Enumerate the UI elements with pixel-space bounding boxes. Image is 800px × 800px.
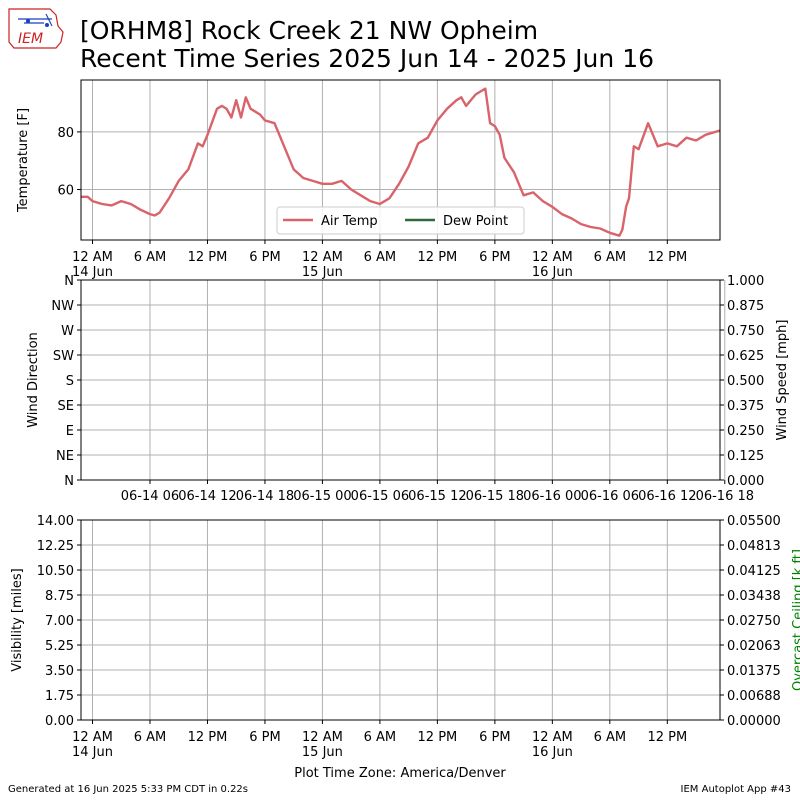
temp-axes-frame: [80, 79, 721, 241]
vis-y2-tick-label: 0.00688: [727, 689, 781, 704]
wind-x-tick-label: 06-15 18: [466, 489, 524, 504]
wind-y-tick-label: NW: [51, 299, 74, 314]
vis-y-tick-label: 10.50: [37, 564, 74, 579]
temp-x-tick-label: 12 AM: [532, 250, 573, 265]
wind-x-tick-label: 06-15 00: [293, 489, 351, 504]
vis-date-label: 16 Jun: [532, 745, 573, 760]
wind-y-tick-label: NE: [56, 449, 74, 464]
wind-x-tick-label: 06-16 18: [696, 489, 754, 504]
temp-x-tick-label: 12 AM: [302, 250, 343, 265]
wind-y2-tick-label: 0.125: [727, 449, 764, 464]
vis-y2-tick-label: 0.04125: [727, 564, 781, 579]
series-line-air-temp: [81, 87, 721, 237]
temp-x-tick-label: 12 PM: [188, 250, 228, 265]
vis-x-tick-label: 6 AM: [594, 730, 627, 745]
vis-y2-axis-label: Overcast Ceiling [k ft]: [791, 549, 800, 691]
vis-y-tick-label: 1.75: [45, 689, 74, 704]
chart-title-line1: [ORHM8] Rock Creek 21 NW Opheim: [80, 16, 539, 45]
wind-x-tick-label: 06-14 18: [236, 489, 294, 504]
logo-text: IEM: [18, 31, 43, 47]
vis-x-tick-label: 6 PM: [479, 730, 510, 745]
wind-y-tick-label: W: [61, 324, 74, 339]
temp-x-tick-label: 6 AM: [364, 250, 397, 265]
wind-y-tick-label: E: [66, 424, 74, 439]
wind-y-tick-label: N: [64, 474, 74, 489]
wind-y2-tick-label: 0.500: [727, 374, 764, 389]
wind-y2-tick-label: 0.750: [727, 324, 764, 339]
wind-x-tick-label: 06-14 06: [121, 489, 179, 504]
vis-y2-tick-label: 0.02750: [727, 614, 781, 629]
temp-date-label: 16 Jun: [532, 265, 573, 280]
vis-x-tick-label: 12 PM: [647, 730, 687, 745]
vis-y-tick-label: 7.00: [45, 614, 74, 629]
vis-y-tick-label: 0.00: [45, 714, 74, 729]
temp-x-tick-label: 6 AM: [594, 250, 627, 265]
vis-y-tick-label: 14.00: [37, 514, 74, 529]
temp-x-tick-label: 12 PM: [418, 250, 458, 265]
iem-logo: IEM: [8, 8, 64, 49]
x-axis-label: Plot Time Zone: America/Denver: [294, 766, 506, 781]
vis-x-tick-label: 12 AM: [72, 730, 113, 745]
wind-y2-tick-label: 0.875: [727, 299, 764, 314]
vis-x-tick-label: 12 PM: [188, 730, 228, 745]
wind-x-tick-label: 06-16 00: [523, 489, 581, 504]
legend-label: Dew Point: [443, 214, 508, 229]
temp-x-tick-label: 6 AM: [134, 250, 167, 265]
temp-y-tick-label: 80: [57, 126, 74, 141]
temp-y-axis-label: Temperature [F]: [16, 108, 31, 213]
vis-y2-tick-label: 0.05500: [727, 514, 781, 529]
vis-y-tick-label: 3.50: [45, 664, 74, 679]
temp-x-tick-label: 12 AM: [72, 250, 113, 265]
vis-x-tick-label: 6 AM: [364, 730, 397, 745]
vis-y-axis-label: Visibility [miles]: [10, 568, 25, 671]
temp-x-tick-label: 6 PM: [249, 250, 280, 265]
wind-y-tick-label: S: [66, 374, 74, 389]
wind-x-tick-label: 06-15 06: [351, 489, 409, 504]
vis-y-tick-label: 5.25: [45, 639, 74, 654]
temp-y-tick-label: 60: [57, 184, 74, 199]
wind-x-tick-label: 06-16 06: [581, 489, 639, 504]
temp-x-tick-label: 6 PM: [479, 250, 510, 265]
wind-x-tick-label: 06-14 12: [178, 489, 236, 504]
vis-y2-tick-label: 0.02063: [727, 639, 781, 654]
vis-y2-tick-label: 0.04813: [727, 539, 781, 554]
legend-label: Air Temp: [321, 214, 378, 229]
wind-y-tick-label: SW: [53, 349, 74, 364]
vis-x-tick-label: 12 AM: [302, 730, 343, 745]
wind-y2-tick-label: 1.000: [727, 274, 764, 289]
chart-title-line2: Recent Time Series 2025 Jun 14 - 2025 Ju…: [80, 44, 654, 73]
temp-date-label: 14 Jun: [72, 265, 113, 280]
vis-x-tick-label: 12 AM: [532, 730, 573, 745]
vis-date-label: 14 Jun: [72, 745, 113, 760]
vis-y-tick-label: 12.25: [37, 539, 74, 554]
vis-axes-frame: [80, 519, 721, 721]
vis-x-tick-label: 6 AM: [134, 730, 167, 745]
wind-y2-tick-label: 0.250: [727, 424, 764, 439]
vis-y2-tick-label: 0.00000: [727, 714, 781, 729]
vis-date-label: 15 Jun: [302, 745, 343, 760]
footer-app-id: IEM Autoplot App #43: [680, 784, 791, 795]
vis-y2-tick-label: 0.01375: [727, 664, 781, 679]
vis-x-tick-label: 6 PM: [249, 730, 280, 745]
wind-x-tick-label: 06-16 12: [638, 489, 696, 504]
wind-axes-frame: [80, 279, 721, 481]
vis-y2-tick-label: 0.03438: [727, 589, 781, 604]
wind-y-axis-label: Wind Direction: [26, 332, 41, 428]
footer-generated: Generated at 16 Jun 2025 5:33 PM CDT in …: [8, 784, 249, 795]
vis-x-tick-label: 12 PM: [418, 730, 458, 745]
wind-y-tick-label: N: [64, 274, 74, 289]
legend-box: [276, 206, 525, 235]
temp-x-tick-label: 12 PM: [647, 250, 687, 265]
vis-y-tick-label: 8.75: [45, 589, 74, 604]
wind-y2-tick-label: 0.625: [727, 349, 764, 364]
wind-y-tick-label: SE: [58, 399, 74, 414]
temp-date-label: 15 Jun: [302, 265, 343, 280]
wind-x-tick-label: 06-15 12: [408, 489, 466, 504]
wind-y2-axis-label: Wind Speed [mph]: [775, 320, 790, 441]
wind-y2-tick-label: 0.000: [727, 474, 764, 489]
wind-y2-tick-label: 0.375: [727, 399, 764, 414]
